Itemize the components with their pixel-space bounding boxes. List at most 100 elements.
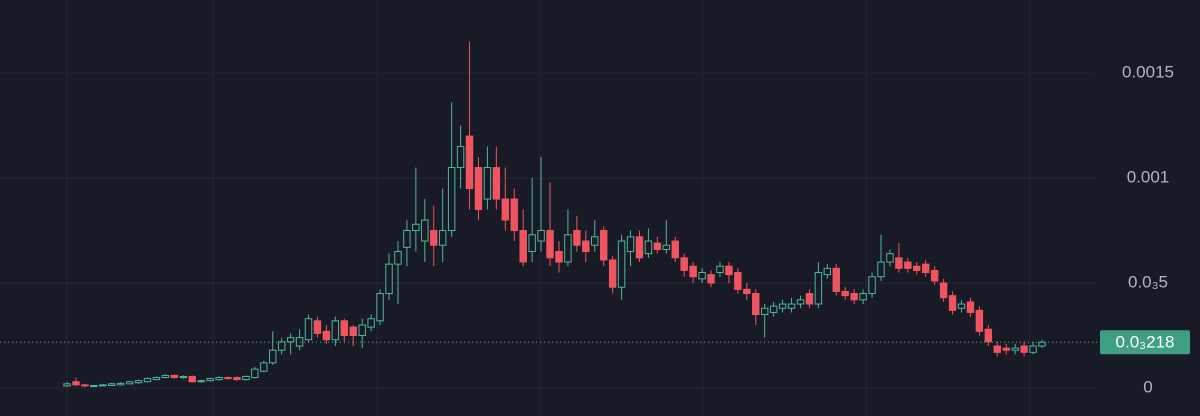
candle-body — [752, 293, 760, 316]
candle-body — [608, 259, 617, 288]
candle-body — [743, 288, 751, 295]
vertical-grid — [66, 0, 1031, 416]
candle-body — [465, 135, 474, 190]
candle-body — [510, 198, 518, 232]
last-price-label: 0.0₃218 — [1116, 333, 1175, 352]
candle-body — [680, 257, 688, 271]
candle-body — [251, 368, 259, 379]
candle-body — [492, 167, 501, 200]
candle-body — [760, 307, 769, 316]
candle-body — [367, 318, 375, 328]
candle-body — [483, 167, 492, 200]
candle-body — [376, 293, 384, 322]
candle-body — [904, 261, 912, 269]
candle-body — [170, 374, 179, 379]
candle-body — [537, 230, 545, 242]
candle-body — [546, 230, 554, 259]
y-tick-label: 0.0015 — [1122, 63, 1174, 82]
candle-body — [295, 337, 304, 347]
candle-body — [877, 261, 885, 278]
candle-body — [394, 251, 402, 265]
candle-body — [438, 230, 447, 246]
candle-body — [304, 318, 313, 341]
candle-body — [582, 240, 590, 253]
candle-body — [653, 242, 662, 250]
candle-body — [1002, 347, 1010, 351]
candle-body — [358, 324, 366, 337]
candle-body — [599, 230, 608, 261]
candle-body — [769, 305, 778, 313]
candle-body — [921, 263, 930, 274]
candle-body — [403, 230, 411, 248]
candle-body — [421, 219, 429, 242]
candle-body — [206, 378, 214, 382]
candle-body — [331, 320, 340, 341]
candle-body — [430, 230, 438, 246]
candle-body — [501, 198, 510, 221]
candle-body — [179, 375, 188, 379]
candle-body — [385, 263, 393, 295]
candle-body — [116, 382, 125, 386]
candle-body — [313, 320, 322, 334]
candle-body — [81, 384, 89, 387]
candle-body — [689, 265, 697, 278]
candle-body — [796, 299, 805, 305]
candle-body — [555, 251, 563, 263]
candle-body — [564, 234, 572, 263]
candle-body — [260, 362, 268, 372]
last-price-box — [1100, 330, 1190, 355]
candle-body — [725, 265, 733, 276]
candle-body — [1020, 345, 1028, 353]
candle-body — [913, 265, 921, 271]
candle-body — [412, 223, 420, 232]
candle-body — [859, 293, 867, 301]
candle-body — [125, 381, 134, 385]
candle-body — [152, 377, 161, 381]
candle-body — [72, 381, 80, 386]
candle-body — [322, 330, 331, 341]
candle-body — [939, 282, 948, 299]
candle-body — [930, 269, 939, 282]
candle-body — [823, 267, 832, 276]
candle-body — [707, 274, 715, 284]
candle-body — [841, 290, 849, 297]
candle-body — [277, 341, 286, 351]
candle-body — [814, 272, 823, 305]
y-tick-label: 0.001 — [1127, 168, 1170, 187]
candle-body — [573, 230, 581, 246]
candle-body — [778, 303, 787, 309]
candle-body — [644, 240, 653, 255]
candle-body — [519, 230, 527, 263]
candle-body — [99, 384, 107, 387]
candle-body — [626, 236, 635, 253]
candle-body — [832, 267, 840, 292]
candle-body — [1011, 347, 1019, 351]
candle-body — [456, 146, 465, 169]
candle-body — [984, 328, 993, 343]
candle-body — [993, 345, 1001, 353]
candle-body — [474, 167, 483, 211]
y-tick-label: 0.0₃5 — [1128, 273, 1168, 292]
candle-body — [90, 384, 98, 387]
candle-body — [1029, 345, 1037, 353]
candle-body — [286, 337, 295, 343]
candle-body — [975, 309, 984, 332]
candle-body — [868, 276, 876, 295]
candle-body — [269, 349, 277, 364]
candle-body — [242, 375, 250, 381]
candle-body — [698, 272, 706, 280]
candle-body — [671, 240, 679, 259]
candle-body — [143, 378, 152, 383]
candle-body — [734, 272, 742, 290]
candle-body — [447, 167, 456, 232]
candle-body — [63, 383, 71, 387]
candle-body — [895, 257, 903, 269]
y-tick-label: 0 — [1143, 377, 1152, 396]
candle-body — [108, 383, 116, 386]
candle-body — [215, 377, 223, 381]
candle-body — [716, 265, 724, 274]
candle-body — [787, 303, 796, 309]
candle-body — [197, 380, 205, 383]
